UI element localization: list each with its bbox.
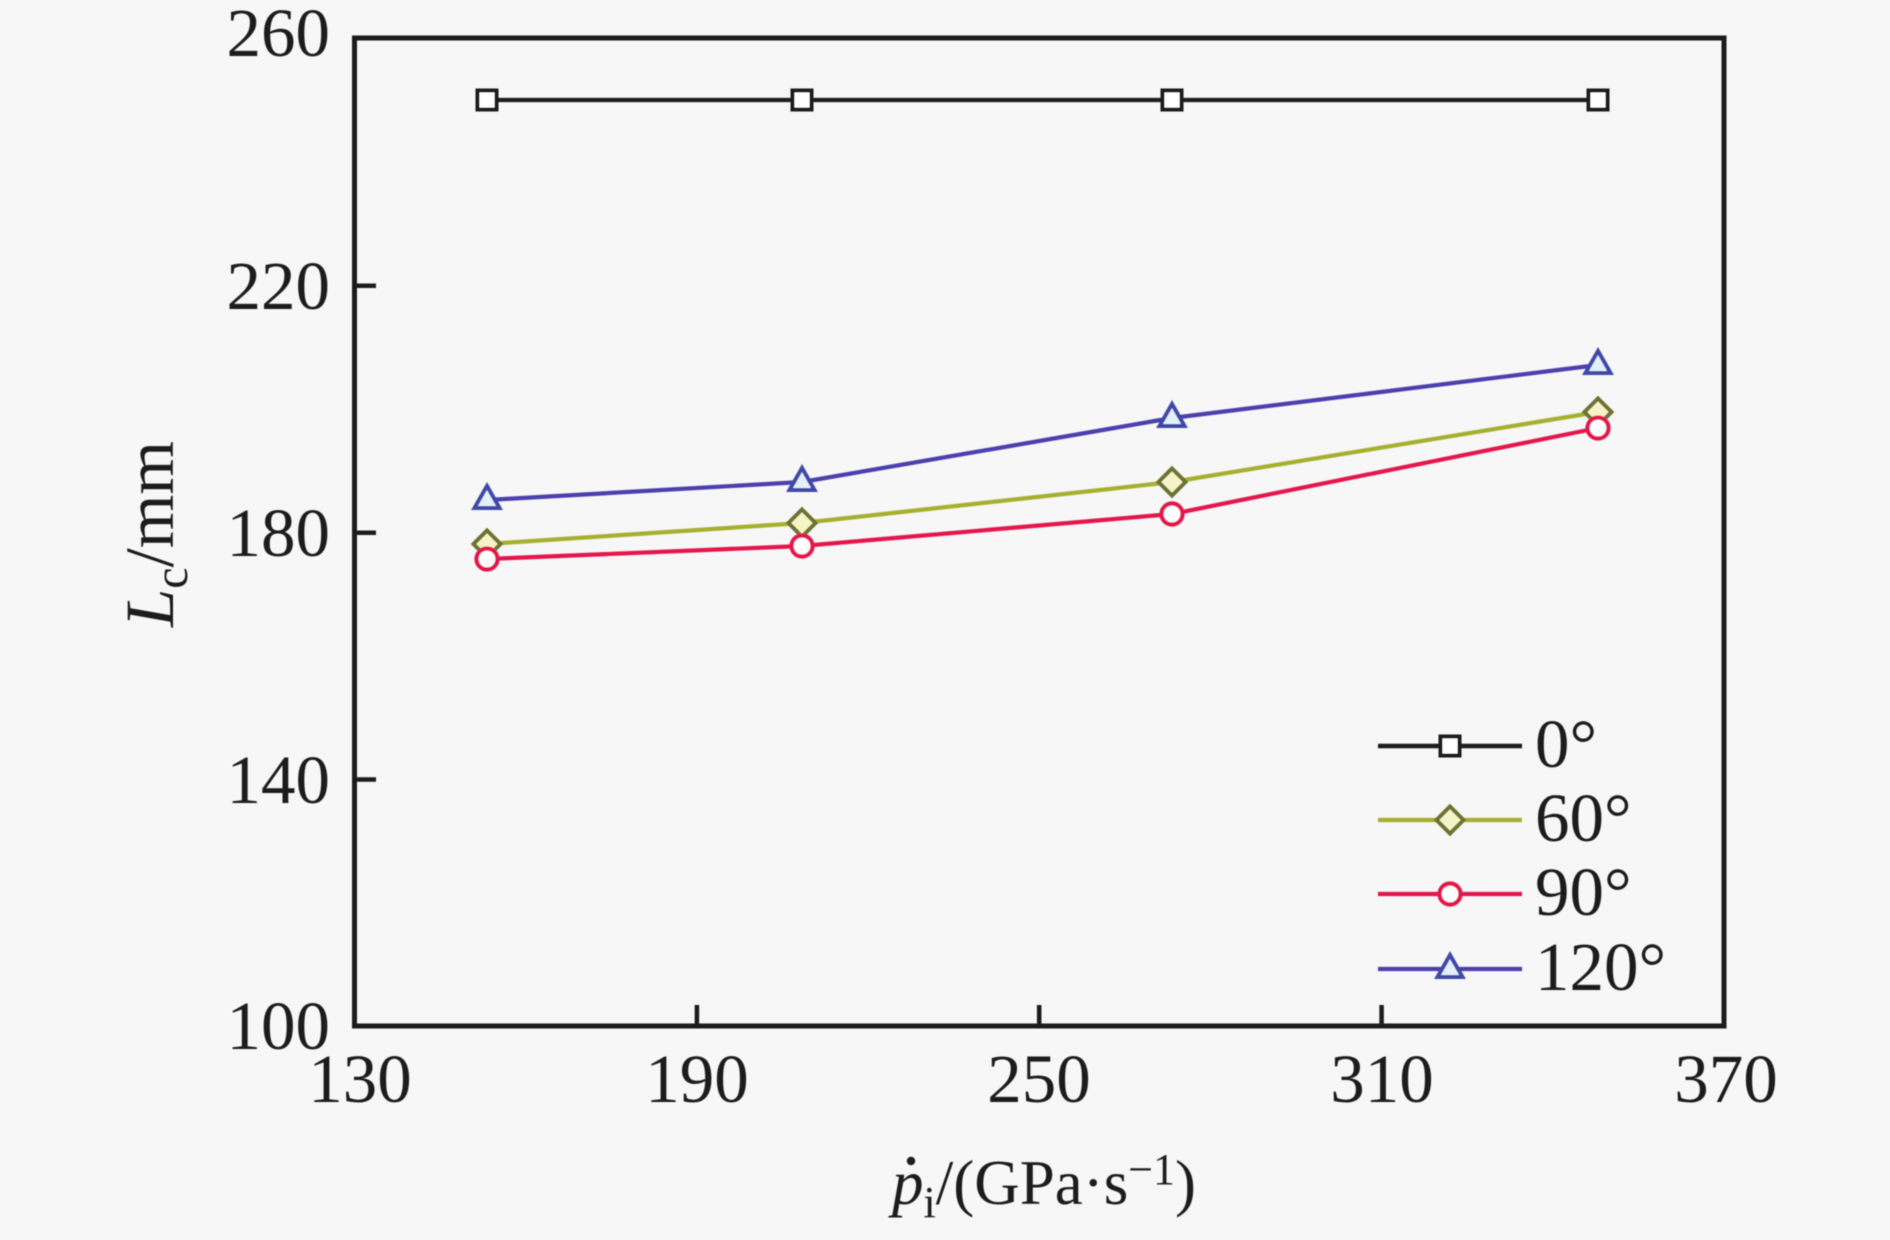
svg-text:260: 260: [227, 0, 331, 71]
svg-text:310: 310: [1330, 1041, 1434, 1117]
svg-text:220: 220: [227, 248, 331, 324]
svg-text:60°: 60°: [1535, 780, 1632, 856]
svg-text:120°: 120°: [1535, 929, 1666, 1005]
svg-text:100: 100: [227, 988, 331, 1064]
svg-text:pi/(GPa·s−1): pi/(GPa·s−1): [888, 1145, 1196, 1227]
svg-text:370: 370: [1674, 1041, 1778, 1117]
svg-text:180: 180: [227, 495, 331, 571]
svg-text:190: 190: [645, 1041, 749, 1117]
svg-text:90°: 90°: [1535, 854, 1632, 930]
svg-text:140: 140: [227, 742, 331, 818]
svg-text:130: 130: [308, 1041, 412, 1117]
svg-text:Lc/mm: Lc/mm: [112, 441, 198, 628]
svg-text:250: 250: [987, 1041, 1091, 1117]
svg-text:0°: 0°: [1535, 706, 1597, 782]
